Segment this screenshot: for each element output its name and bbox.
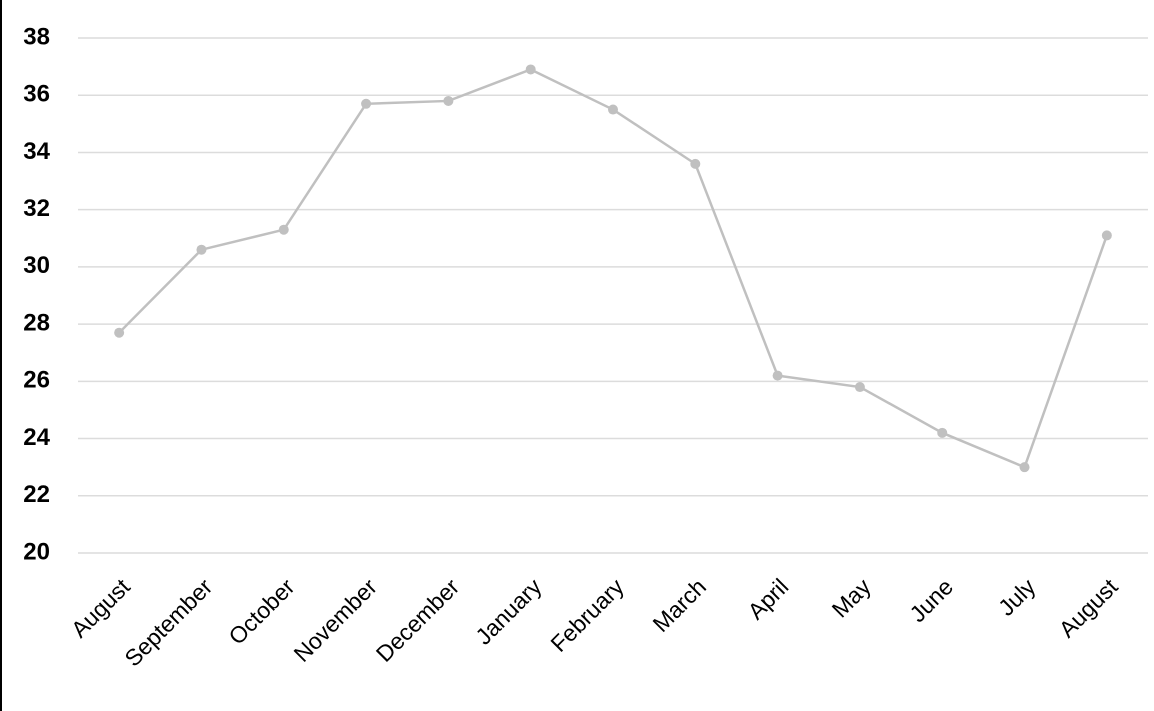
- x-tick-label: May: [827, 573, 876, 622]
- data-point: [854, 382, 865, 393]
- y-tick-label: 24: [23, 424, 50, 451]
- x-tick-label: October: [223, 573, 299, 649]
- data-point: [114, 327, 125, 338]
- line-series: [118, 68, 1109, 469]
- data-point: [278, 224, 289, 235]
- y-tick-label: 20: [23, 538, 50, 565]
- x-tick-label: March: [648, 573, 712, 637]
- x-tick-label: February: [545, 573, 629, 657]
- data-point: [361, 98, 372, 109]
- data-point: [196, 244, 207, 255]
- y-tick-label: 22: [23, 481, 50, 508]
- y-tick-label: 32: [23, 195, 50, 222]
- y-tick-label: 28: [23, 309, 50, 336]
- x-tick-label: June: [904, 573, 958, 627]
- x-tick-label: November: [288, 573, 382, 667]
- x-tick-label: December: [371, 573, 465, 667]
- x-tick-label: July: [993, 573, 1041, 621]
- y-tick-label: 38: [23, 23, 50, 50]
- data-point: [525, 64, 536, 75]
- y-tick-label: 26: [23, 367, 50, 394]
- x-tick-label: August: [1054, 573, 1123, 642]
- data-point: [937, 427, 948, 438]
- x-tick-label: January: [470, 573, 547, 650]
- x-tick-label: April: [743, 573, 794, 624]
- x-tick-label: September: [119, 573, 217, 671]
- data-point: [690, 158, 701, 169]
- data-point: [1019, 462, 1030, 473]
- y-tick-label: 34: [23, 138, 50, 165]
- data-point: [1101, 230, 1112, 241]
- x-tick-label: August: [66, 573, 135, 642]
- y-tick-label: 30: [23, 252, 50, 279]
- data-point: [443, 95, 454, 106]
- data-point: [608, 104, 618, 115]
- data-point: [772, 370, 783, 381]
- y-tick-label: 36: [23, 81, 50, 108]
